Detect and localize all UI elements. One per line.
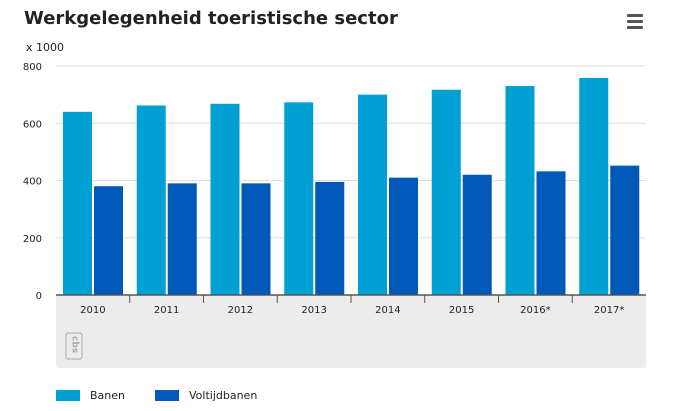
y-tick-label: 0 [36, 291, 42, 302]
bar-banen-2017[interactable] [579, 78, 609, 296]
x-axis-tick-labels: 2010 2011 2012 2013 2014 2015 2016* 2017* [80, 305, 624, 316]
legend-label-banen: Banen [90, 389, 125, 402]
y-tick-label: 600 [23, 119, 42, 130]
bar-voltijdbanen-2010[interactable] [94, 186, 123, 295]
hamburger-menu-icon[interactable] [624, 14, 646, 34]
x-tick-label: 2015 [449, 305, 474, 316]
legend-item-banen[interactable]: Banen [56, 389, 125, 402]
bar-banen-2012[interactable] [210, 103, 240, 295]
legend-label-voltijdbanen: Voltijdbanen [189, 389, 258, 402]
cbs-logo-icon: cbs [65, 332, 83, 360]
x-tick-label: 2016* [520, 305, 550, 316]
bar-voltijdbanen-2011[interactable] [167, 183, 197, 295]
x-tick-label: 2010 [80, 305, 105, 316]
bar-voltijdbanen-2017[interactable] [610, 165, 640, 295]
bar-banen-2014[interactable] [358, 94, 387, 295]
legend-swatch-voltijdbanen [155, 390, 179, 401]
bar-voltijdbanen-2012[interactable] [241, 183, 271, 295]
bar-banen-2010[interactable] [63, 111, 92, 295]
bars [63, 78, 640, 296]
y-axis-tick-labels: 0 200 400 600 800 [23, 62, 42, 302]
bar-voltijdbanen-2014[interactable] [389, 177, 418, 295]
x-tick-label: 2014 [375, 305, 400, 316]
x-axis-tick-marks [129, 295, 573, 303]
legend-item-voltijdbanen[interactable]: Voltijdbanen [155, 389, 257, 402]
bar-banen-2015[interactable] [431, 89, 461, 295]
x-tick-label: 2017* [594, 305, 624, 316]
y-tick-label: 400 [23, 177, 42, 188]
bar-voltijdbanen-2015[interactable] [462, 174, 492, 295]
bar-voltijdbanen-2013[interactable] [315, 181, 345, 295]
bar-banen-2011[interactable] [136, 105, 166, 295]
legend: Banen Voltijdbanen [56, 389, 257, 402]
y-tick-label: 200 [23, 234, 42, 245]
y-axis-unit-label: x 1000 [26, 41, 65, 54]
x-tick-label: 2011 [154, 305, 179, 316]
bar-banen-2013[interactable] [284, 102, 314, 295]
x-tick-label: 2012 [228, 305, 253, 316]
x-tick-label: 2013 [301, 305, 326, 316]
bar-voltijdbanen-2016[interactable] [536, 171, 566, 295]
y-tick-label: 800 [23, 62, 42, 73]
bar-banen-2016[interactable] [505, 86, 535, 295]
legend-swatch-banen [56, 390, 80, 401]
chart-title: Werkgelegenheid toeristische sector [24, 8, 398, 29]
category-axis-panel [56, 295, 646, 368]
cbs-logo-text: cbs [69, 336, 79, 353]
